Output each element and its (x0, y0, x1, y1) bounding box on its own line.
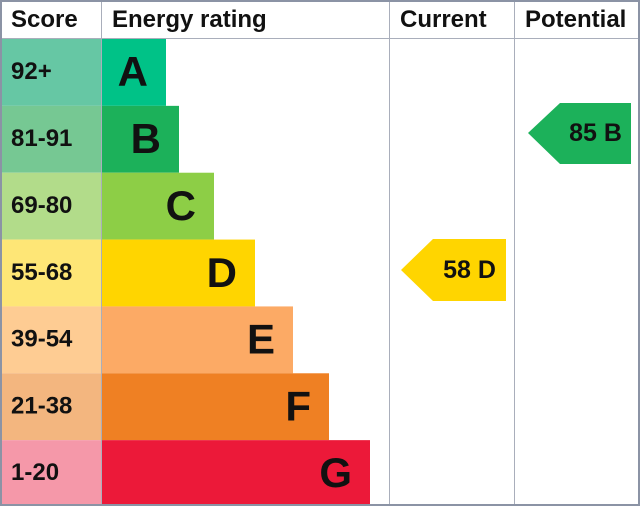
svg-text:Potential: Potential (525, 6, 626, 33)
svg-text:E: E (247, 316, 275, 363)
svg-text:Current: Current (400, 6, 487, 33)
svg-text:92+: 92+ (11, 58, 52, 85)
svg-text:C: C (166, 182, 196, 229)
svg-text:1-20: 1-20 (11, 459, 59, 486)
svg-text:55-68: 55-68 (11, 259, 72, 286)
svg-text:Score: Score (11, 6, 78, 33)
svg-text:58 D: 58 D (443, 256, 496, 284)
svg-text:A: A (118, 48, 148, 95)
svg-text:39-54: 39-54 (11, 326, 73, 353)
svg-text:85 B: 85 B (569, 119, 622, 147)
svg-text:B: B (131, 115, 161, 162)
svg-text:69-80: 69-80 (11, 192, 72, 219)
svg-text:G: G (319, 449, 352, 496)
svg-text:Energy rating: Energy rating (112, 6, 267, 33)
svg-text:F: F (285, 383, 311, 430)
svg-text:21-38: 21-38 (11, 393, 72, 420)
svg-text:81-91: 81-91 (11, 125, 72, 152)
svg-text:D: D (207, 249, 237, 296)
